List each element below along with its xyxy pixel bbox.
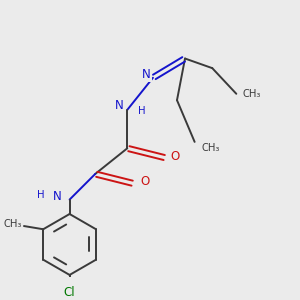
Text: CH₃: CH₃ (201, 143, 219, 153)
Text: N: N (142, 68, 151, 81)
Text: H: H (37, 190, 44, 200)
Text: CH₃: CH₃ (4, 219, 22, 230)
Text: CH₃: CH₃ (243, 89, 261, 99)
Text: H: H (138, 106, 146, 116)
Text: N: N (115, 98, 124, 112)
Text: Cl: Cl (64, 286, 75, 299)
Text: N: N (52, 190, 61, 203)
Text: O: O (171, 150, 180, 163)
Text: O: O (140, 176, 150, 188)
